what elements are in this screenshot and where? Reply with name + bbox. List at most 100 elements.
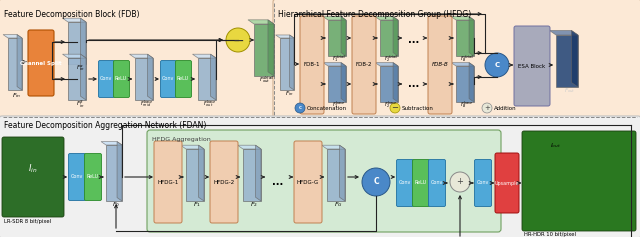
Text: HFDG Aggregation: HFDG Aggregation [152, 137, 211, 142]
Polygon shape [17, 35, 22, 90]
FancyBboxPatch shape [294, 141, 322, 223]
Text: $F_{in}^{\alpha}$: $F_{in}^{\alpha}$ [76, 63, 84, 73]
Text: HR-HDR 10 bit/pixel: HR-HDR 10 bit/pixel [524, 232, 576, 237]
Text: Subtraction: Subtraction [402, 105, 434, 110]
Text: $F_1^{base}$: $F_1^{base}$ [332, 100, 346, 110]
Polygon shape [341, 17, 346, 56]
Polygon shape [456, 20, 474, 56]
Polygon shape [323, 63, 346, 66]
Circle shape [362, 168, 390, 196]
Text: $F_{out}^{detail}$: $F_{out}^{detail}$ [259, 75, 275, 85]
Polygon shape [290, 35, 294, 90]
Circle shape [485, 53, 509, 77]
Polygon shape [328, 20, 346, 56]
Text: Addition: Addition [494, 105, 516, 110]
Polygon shape [211, 54, 216, 100]
Polygon shape [321, 145, 345, 149]
Polygon shape [101, 141, 122, 145]
Polygon shape [572, 30, 578, 87]
FancyBboxPatch shape [113, 60, 129, 97]
Text: $F_2^{detail}$: $F_2^{detail}$ [383, 54, 398, 64]
FancyBboxPatch shape [28, 30, 54, 96]
Circle shape [450, 172, 470, 192]
Text: $F_B^{detail}$: $F_B^{detail}$ [460, 54, 474, 64]
Text: C: C [373, 178, 379, 187]
Polygon shape [135, 58, 153, 100]
FancyBboxPatch shape [514, 26, 550, 106]
FancyBboxPatch shape [0, 116, 640, 237]
Polygon shape [81, 18, 86, 64]
Text: ...: ... [408, 35, 420, 45]
Text: −: − [392, 104, 399, 113]
Polygon shape [276, 35, 294, 38]
Polygon shape [68, 58, 86, 100]
Polygon shape [255, 145, 261, 201]
Polygon shape [328, 66, 346, 102]
Polygon shape [469, 17, 474, 56]
Polygon shape [248, 20, 274, 24]
Text: Conv: Conv [71, 174, 83, 179]
Text: ...: ... [273, 177, 284, 187]
Polygon shape [254, 24, 274, 76]
Polygon shape [106, 145, 122, 201]
FancyBboxPatch shape [84, 154, 102, 201]
Polygon shape [380, 20, 398, 56]
Text: $F_B^{base}$: $F_B^{base}$ [460, 100, 474, 110]
Text: Conv: Conv [477, 181, 489, 186]
Text: FDB-1: FDB-1 [304, 63, 320, 68]
Text: $F_{mid}^{base}$: $F_{mid}^{base}$ [140, 99, 154, 109]
Text: $I_{out}$: $I_{out}$ [550, 141, 561, 150]
FancyBboxPatch shape [147, 130, 501, 232]
Text: $I_{in}$: $I_{in}$ [28, 163, 38, 175]
Text: Feature Decomposition Block (FDB): Feature Decomposition Block (FDB) [4, 10, 140, 19]
Polygon shape [147, 54, 153, 100]
FancyBboxPatch shape [495, 153, 519, 213]
Text: Upsample: Upsample [495, 181, 519, 186]
Text: FDB-B: FDB-B [431, 63, 449, 68]
Text: $F_{out}^{base}$: $F_{out}^{base}$ [204, 99, 216, 109]
Text: −: − [232, 34, 244, 48]
FancyBboxPatch shape [429, 160, 445, 206]
FancyBboxPatch shape [474, 160, 492, 206]
Text: $F_{in}$: $F_{in}$ [285, 90, 293, 98]
Text: HFDG-2: HFDG-2 [213, 179, 235, 184]
Polygon shape [186, 149, 204, 201]
Polygon shape [549, 30, 578, 35]
Polygon shape [327, 149, 345, 201]
FancyBboxPatch shape [428, 16, 452, 114]
FancyBboxPatch shape [210, 141, 238, 223]
Text: Conv: Conv [431, 181, 443, 186]
Polygon shape [469, 63, 474, 102]
Text: ReLU: ReLU [415, 181, 427, 186]
FancyBboxPatch shape [273, 0, 640, 119]
Text: ReLU: ReLU [87, 174, 99, 179]
Polygon shape [8, 38, 22, 90]
Polygon shape [380, 66, 398, 102]
Text: ReLU: ReLU [115, 77, 127, 82]
Text: $F_{in}$: $F_{in}$ [12, 91, 22, 100]
Text: HFDG-1: HFDG-1 [157, 179, 179, 184]
Polygon shape [198, 58, 216, 100]
FancyBboxPatch shape [352, 16, 376, 114]
Text: Conv: Conv [162, 77, 174, 82]
Polygon shape [63, 54, 86, 58]
Polygon shape [268, 20, 274, 76]
Polygon shape [339, 145, 345, 201]
Polygon shape [180, 145, 204, 149]
Polygon shape [117, 141, 122, 201]
Polygon shape [393, 63, 398, 102]
Polygon shape [68, 22, 86, 64]
Text: LR-SDR 8 bit/pixel: LR-SDR 8 bit/pixel [4, 219, 51, 224]
Text: $F_1$: $F_1$ [193, 201, 201, 210]
Polygon shape [456, 66, 474, 102]
Text: $F_1^{detail}$: $F_1^{detail}$ [332, 54, 346, 64]
Text: Feature Decomposition Aggregation Network (FDAN): Feature Decomposition Aggregation Networ… [4, 121, 206, 130]
FancyBboxPatch shape [161, 60, 177, 97]
FancyBboxPatch shape [68, 154, 86, 201]
Polygon shape [193, 54, 216, 58]
Text: $F_2^{base}$: $F_2^{base}$ [385, 100, 397, 110]
Polygon shape [393, 17, 398, 56]
Text: Channel Split: Channel Split [20, 60, 62, 65]
Text: $F_2$: $F_2$ [250, 201, 258, 210]
FancyBboxPatch shape [2, 137, 64, 217]
